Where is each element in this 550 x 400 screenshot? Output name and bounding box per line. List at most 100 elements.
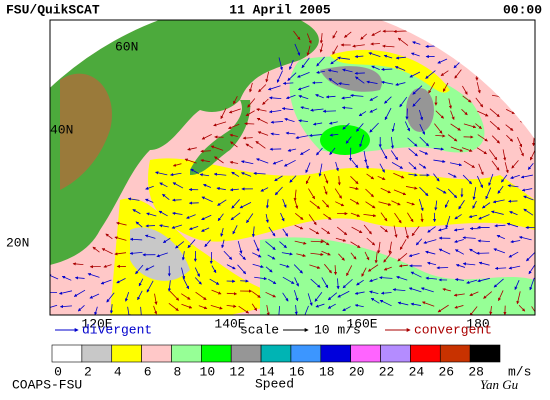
wind-vector	[186, 214, 196, 219]
wind-vector	[211, 265, 217, 274]
wind-region	[320, 125, 370, 155]
wind-vector	[211, 289, 222, 295]
wind-vector	[434, 200, 438, 211]
wind-vector	[342, 278, 353, 289]
wind-vector	[415, 238, 423, 246]
wind-vector	[518, 59, 526, 69]
wind-vector	[217, 213, 224, 222]
wind-vector	[476, 175, 483, 189]
wind-vector	[359, 134, 365, 148]
wind-vector	[448, 98, 452, 109]
wind-vector	[310, 108, 324, 112]
wind-vector	[329, 147, 336, 156]
wind-vector	[445, 215, 451, 229]
wind-vector	[477, 277, 490, 283]
colorbar-swatch	[290, 344, 322, 363]
wind-vector	[489, 306, 493, 315]
wind-vector	[285, 94, 296, 100]
wind-vector	[350, 252, 357, 260]
wind-vector	[188, 226, 199, 231]
wind-vector	[92, 246, 100, 253]
lon-label: 140E	[214, 316, 245, 331]
map-frame	[49, 19, 536, 316]
wind-vector	[87, 272, 100, 278]
wind-vector	[282, 228, 289, 237]
wind-vector	[404, 226, 409, 239]
wind-vector	[182, 277, 190, 290]
wind-vector	[204, 239, 211, 248]
wind-vector	[393, 29, 407, 34]
wind-vector	[240, 160, 254, 165]
wind-vector	[418, 163, 427, 169]
wind-vector	[350, 93, 364, 98]
wind-vector	[408, 162, 417, 170]
wind-vector	[297, 71, 310, 78]
wind-vector	[380, 147, 388, 160]
wind-vector	[502, 58, 508, 68]
wind-vector	[260, 187, 269, 192]
wind-vector	[132, 209, 141, 215]
wind-vector	[368, 52, 381, 57]
wind-vector	[425, 276, 438, 280]
wind-vector	[172, 211, 183, 216]
wind-vector	[418, 198, 424, 212]
wind-vector	[213, 172, 227, 176]
wind-vector	[332, 30, 338, 39]
wind-vector	[354, 291, 365, 295]
wind-vector	[365, 188, 374, 198]
wind-vector	[251, 291, 261, 298]
wind-vector	[337, 56, 350, 60]
wind-vector	[440, 70, 449, 77]
wind-vector	[469, 291, 479, 296]
wind-vector	[270, 120, 283, 124]
wind-vector	[256, 158, 269, 164]
wind-vector	[171, 224, 183, 229]
wind-vector	[354, 54, 364, 59]
wind-vector	[518, 235, 532, 241]
wind-vector	[287, 148, 297, 152]
wind-vector	[494, 266, 507, 270]
header-time: 00:00	[503, 2, 542, 17]
wind-vector	[258, 84, 267, 93]
wind-vector	[408, 173, 418, 177]
wind-vector	[190, 168, 199, 174]
wind-vector	[257, 131, 269, 136]
wind-vector	[307, 293, 313, 306]
wind-vector	[405, 186, 418, 190]
wind-vector	[507, 184, 519, 188]
wind-vector	[366, 173, 375, 180]
wind-vector	[337, 176, 341, 186]
wind-vector	[319, 33, 323, 44]
wind-vector	[462, 174, 473, 185]
wind-vector	[294, 240, 307, 245]
map	[50, 20, 535, 315]
wind-vector	[518, 68, 527, 75]
wind-vector	[228, 108, 241, 114]
wind-vector	[527, 163, 534, 170]
wind-vector	[453, 228, 464, 232]
wind-vector	[253, 171, 266, 176]
wind-vector	[408, 148, 418, 157]
wind-vector	[366, 80, 378, 84]
wind-vector	[410, 52, 420, 57]
wind-vector	[306, 33, 312, 44]
wind-vector	[181, 303, 193, 309]
wind-vector	[475, 97, 484, 108]
wind-vector	[155, 171, 168, 176]
colorbar-label: 12	[229, 364, 245, 379]
wind-vector	[230, 212, 241, 221]
wind-vector	[170, 172, 182, 177]
wind-vector	[319, 43, 324, 53]
wind-vector	[226, 264, 236, 270]
wind-vector	[435, 110, 445, 119]
wind-vector	[493, 278, 504, 288]
wind-vector	[530, 97, 535, 102]
wind-vector	[408, 253, 420, 258]
wind-vector	[338, 82, 350, 86]
wind-vector	[383, 251, 392, 263]
wind-vector	[506, 69, 514, 78]
wind-vector	[187, 239, 196, 249]
wind-vector	[343, 31, 352, 38]
wind-vector	[145, 265, 155, 271]
wind-vector	[477, 110, 489, 117]
